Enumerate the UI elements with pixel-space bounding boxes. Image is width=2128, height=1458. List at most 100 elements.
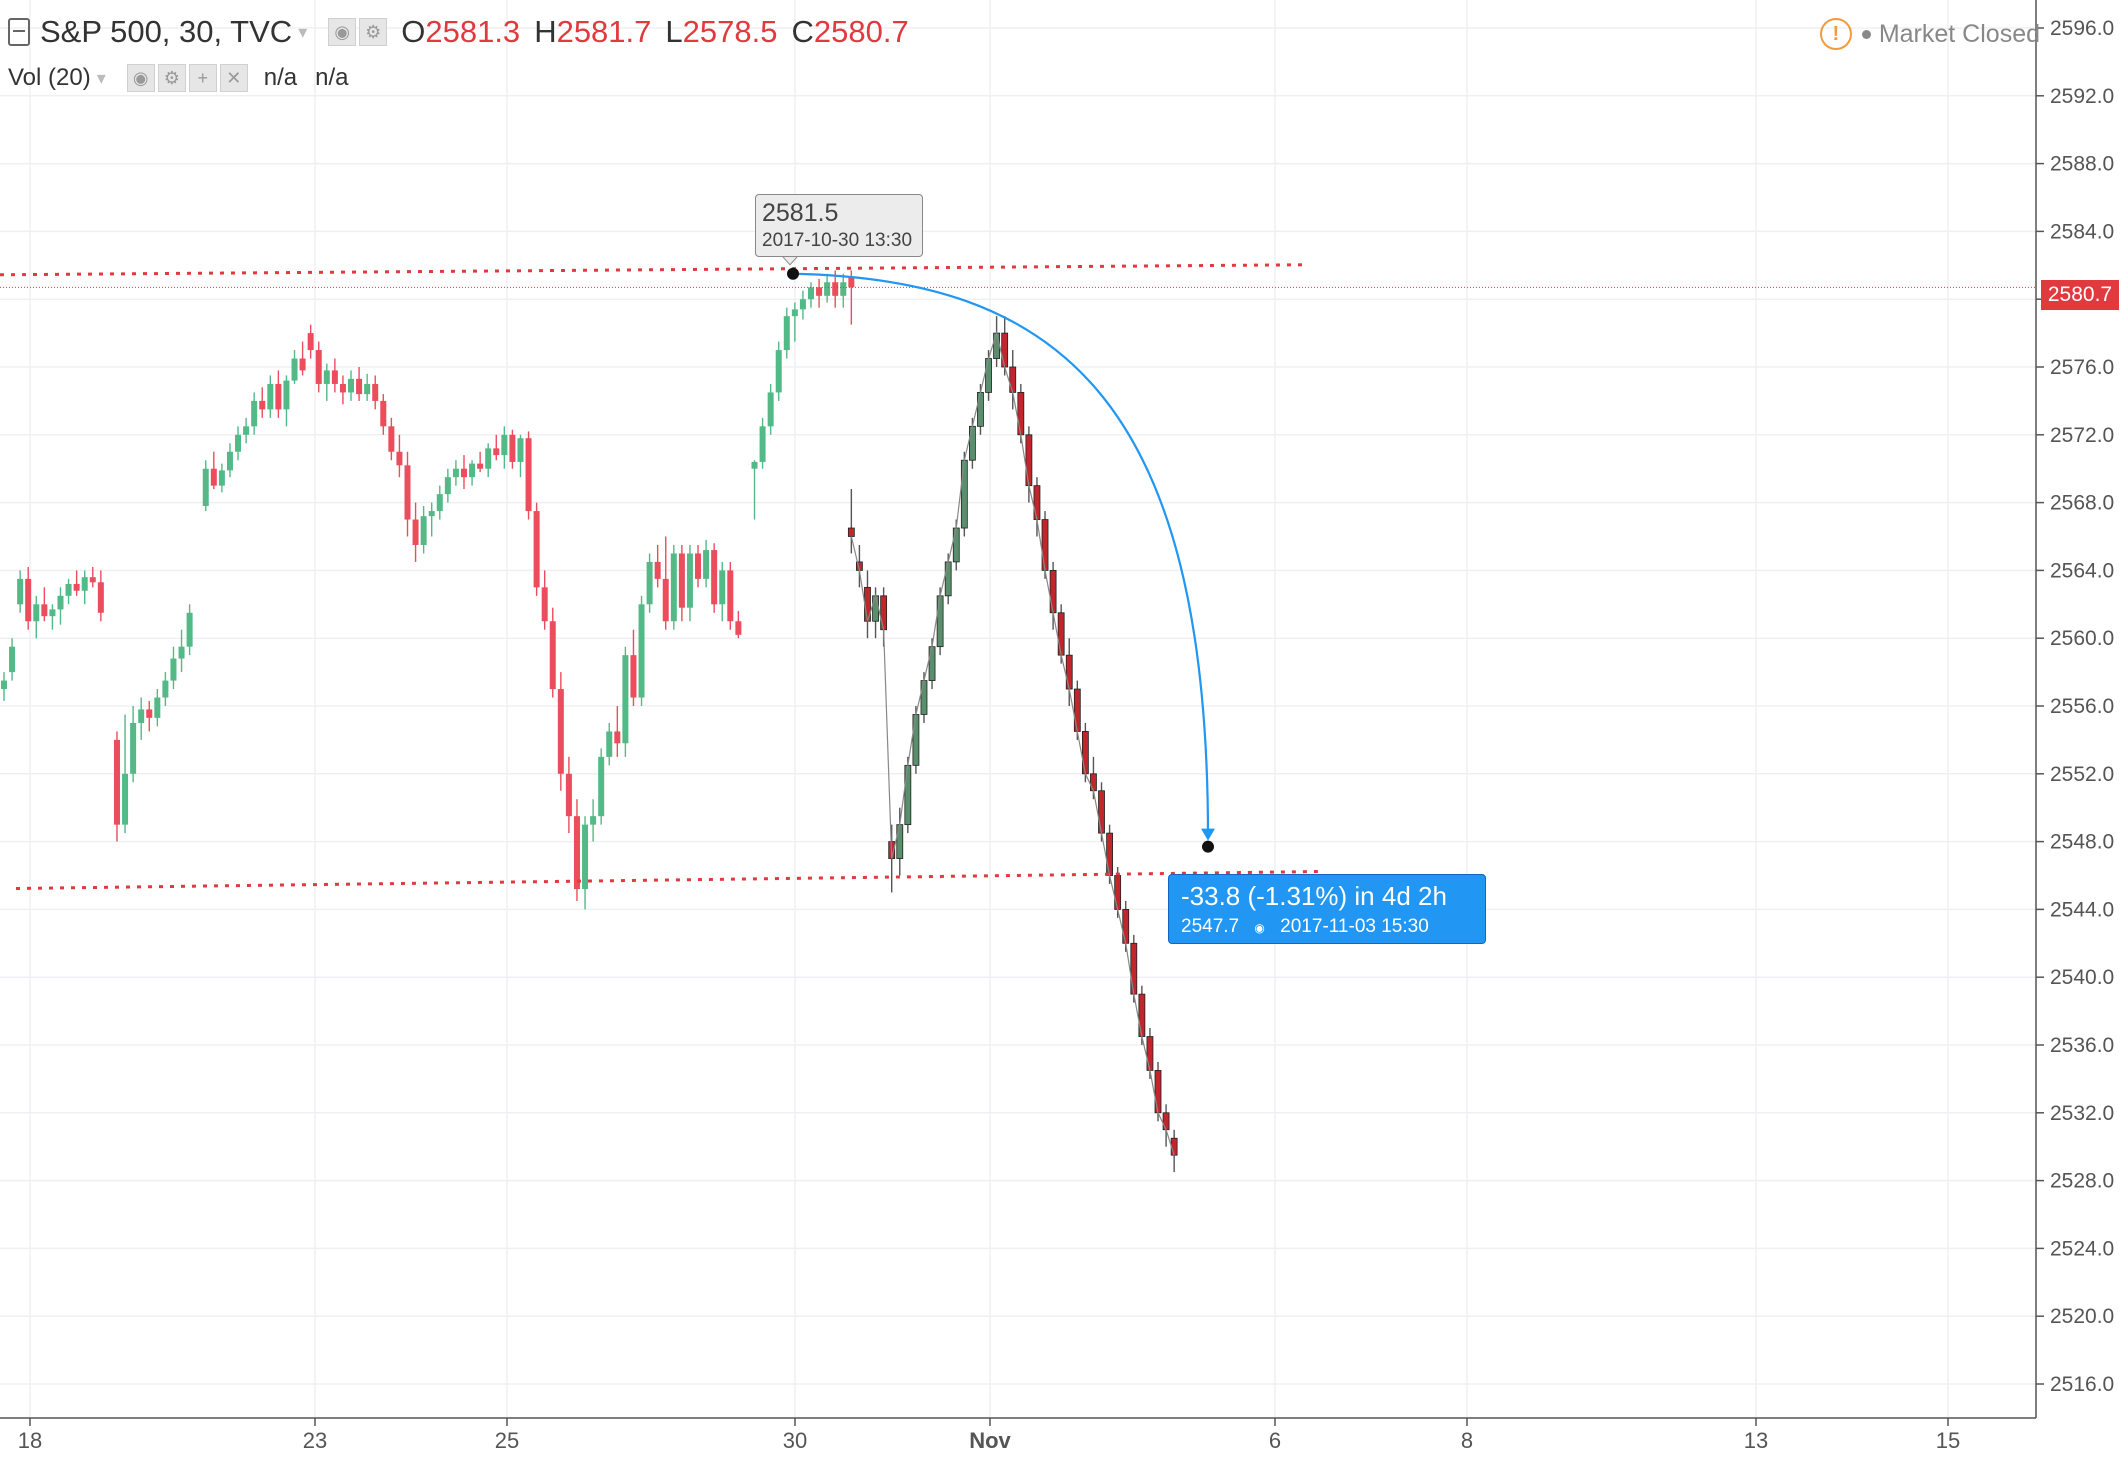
market-status[interactable]: ! Market Closed: [1819, 18, 2040, 50]
candle-body: [41, 604, 48, 617]
support-line[interactable]: [15, 870, 1321, 890]
price-tick-label: 2568.0: [2050, 492, 2114, 515]
candle-body: [1001, 332, 1009, 368]
candle-body: [565, 773, 572, 817]
collapse-icon[interactable]: [8, 18, 30, 46]
candle-body: [541, 587, 548, 622]
candle-body: [1057, 612, 1065, 656]
time-tick-label: 6: [1269, 1428, 1281, 1453]
candle-body: [944, 561, 952, 597]
candle-body: [977, 392, 984, 427]
time-tick-label: 23: [303, 1428, 327, 1453]
candle-body: [1073, 688, 1081, 732]
time-tick-label: 13: [1744, 1428, 1768, 1453]
candle-body: [1033, 485, 1041, 520]
candle-body: [920, 680, 928, 715]
candle-body: [654, 561, 661, 579]
eye-icon[interactable]: ◉: [126, 64, 155, 92]
symbol-title[interactable]: S&P 500, 30, TVC: [40, 14, 293, 49]
chart-drawings[interactable]: [0, 254, 2036, 890]
candle-body: [275, 383, 282, 410]
candle-body: [283, 380, 290, 410]
candle-body: [904, 764, 912, 826]
time-axis[interactable]: 18 23 25 30 Nov 6 8 13 15: [0, 1417, 2036, 1453]
status-dot-icon: [1861, 29, 1871, 39]
candle-body: [202, 468, 209, 506]
chevron-down-icon[interactable]: ▾: [298, 21, 308, 42]
candle-body: [259, 400, 266, 410]
volume-title[interactable]: Vol (20): [8, 64, 91, 91]
anchor-point-start[interactable]: [787, 267, 799, 280]
candle-body: [380, 400, 387, 427]
price-tick-label: 2584.0: [2050, 220, 2114, 243]
candle-body: [25, 578, 32, 622]
candle-body: [49, 609, 56, 617]
candle-body: [226, 451, 233, 471]
candle-body: [428, 511, 435, 517]
chart-grid: [0, 0, 2036, 1418]
candle-body: [485, 448, 492, 469]
anchor-point-end[interactable]: [1202, 840, 1214, 853]
candle-body: [517, 438, 524, 462]
arrowhead-icon: [1201, 828, 1215, 841]
candle-body: [646, 561, 653, 605]
ohlc-value-o: 2581.3: [425, 14, 521, 49]
candle-body: [808, 287, 814, 300]
candle-body: [840, 282, 847, 296]
candle-body: [1130, 942, 1138, 995]
candle-body: [711, 550, 718, 605]
candle-body: [1098, 790, 1105, 834]
candle-body: [130, 722, 137, 774]
close-icon[interactable]: ✕: [219, 64, 248, 92]
candle-body: [533, 511, 540, 588]
candle-body: [598, 756, 605, 817]
candle-body: [218, 470, 225, 486]
candle-body: [291, 358, 298, 381]
candle-body: [1090, 773, 1097, 792]
candle-body: [630, 655, 637, 698]
candle-body: [686, 553, 693, 608]
candle-body: [17, 578, 24, 605]
gear-icon[interactable]: ⚙: [359, 18, 388, 46]
ohlc-key-c: C: [791, 14, 814, 49]
measure-arc[interactable]: [792, 272, 1210, 837]
price-axis[interactable]: 2596.02592.02588.02584.02580.02576.02572…: [2035, 0, 2128, 1418]
candle-body: [799, 299, 806, 310]
candle-body: [1081, 731, 1089, 775]
candle-body: [436, 494, 443, 512]
candle-body: [759, 426, 766, 462]
candle-body: [912, 714, 920, 766]
volume-ma-value: n/a: [315, 64, 349, 91]
candle-body: [348, 378, 355, 393]
resistance-line[interactable]: [0, 263, 1306, 277]
candle-body: [622, 655, 629, 744]
measure-price: 2547.7: [1181, 916, 1240, 937]
candle-body: [1138, 993, 1146, 1037]
tooltip-price: 2581.5: [762, 199, 839, 227]
price-tick-label: 2576.0: [2050, 356, 2114, 379]
candle-body: [1009, 366, 1017, 393]
candle-body: [477, 463, 484, 469]
measure-detail: 2547.7 ◉ 2017-11-03 15:30: [1181, 916, 1473, 938]
measure-label[interactable]: -33.8 (-1.31%) in 4d 2h 2547.7 ◉ 2017-11…: [1168, 874, 1486, 944]
candle-body: [928, 646, 936, 681]
plus-icon[interactable]: +: [188, 64, 217, 92]
candle-body: [1154, 1070, 1162, 1114]
candle-body: [1146, 1036, 1154, 1071]
candle-body: [1162, 1112, 1170, 1131]
warning-icon[interactable]: !: [1819, 18, 1852, 50]
candle-body: [1106, 832, 1113, 876]
candle-body: [872, 595, 879, 622]
price-tick-label: 2548.0: [2050, 831, 2114, 854]
volume-legend: Vol (20) ▾ ◉ ⚙ + ✕ n/a n/a: [8, 64, 349, 92]
price-tick-label: 2516.0: [2050, 1373, 2114, 1396]
candle-body: [339, 383, 346, 393]
eye-icon[interactable]: ◉: [328, 18, 357, 46]
candle-body: [235, 434, 242, 452]
gear-icon[interactable]: ⚙: [157, 64, 186, 92]
candle-body: [1, 680, 7, 690]
chevron-down-icon[interactable]: ▾: [96, 67, 106, 88]
candle-body: [638, 604, 645, 698]
candle-body: [412, 519, 419, 545]
